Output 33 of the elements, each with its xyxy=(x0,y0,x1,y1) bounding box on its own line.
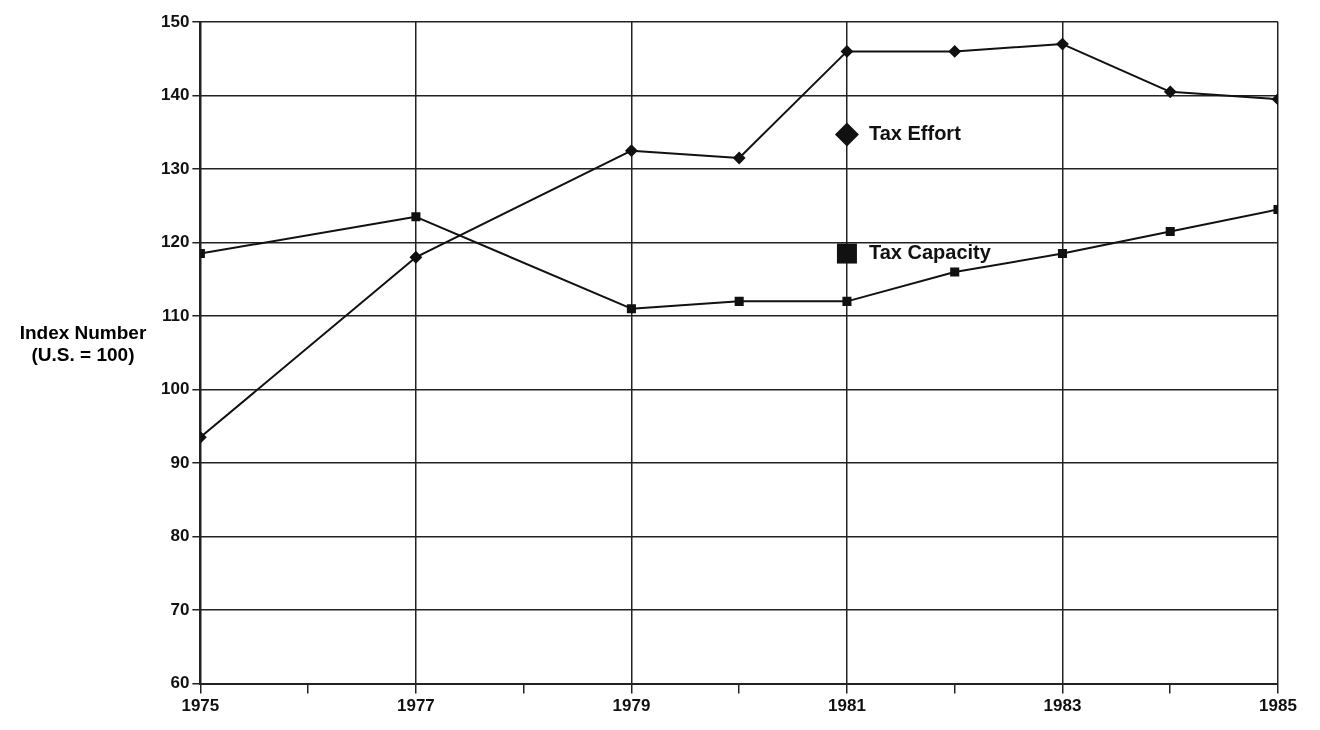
point xyxy=(948,45,961,58)
x-tick-label: 1983 xyxy=(1043,696,1082,716)
y-tick-label: 130 xyxy=(160,158,190,178)
y-tick-label: 60 xyxy=(170,673,190,693)
x-tick-label: 1981 xyxy=(828,696,866,716)
y-tick-label: 100 xyxy=(160,379,190,399)
y-tick-label: 70 xyxy=(170,599,190,619)
point xyxy=(840,45,853,58)
point xyxy=(1057,249,1068,259)
y-tick-label: 150 xyxy=(160,11,190,31)
point xyxy=(1056,38,1069,51)
x-tick-label: 1977 xyxy=(396,696,435,716)
y-tick-label: 90 xyxy=(170,452,190,472)
legend-label: Tax Capacity xyxy=(868,241,992,264)
point xyxy=(411,212,421,222)
point xyxy=(842,296,852,306)
legend-label: Tax Effort xyxy=(868,121,962,144)
y-axis-title: Index Number (U.S. = 100) xyxy=(18,322,148,367)
point xyxy=(733,152,746,164)
point xyxy=(625,144,638,157)
y-tick-label: 80 xyxy=(170,526,190,546)
x-tick-label: 1985 xyxy=(1259,696,1297,716)
point xyxy=(734,296,744,306)
point xyxy=(626,304,636,314)
y-tick-label: 120 xyxy=(160,232,190,252)
y-tick-label: 140 xyxy=(160,85,190,105)
point xyxy=(409,251,422,264)
y-tick-label: 110 xyxy=(161,305,190,325)
x-tick-label: 1975 xyxy=(181,696,220,716)
x-tick-label: 1979 xyxy=(612,696,651,716)
point xyxy=(950,267,960,277)
point xyxy=(1164,85,1177,98)
point xyxy=(1165,226,1175,237)
